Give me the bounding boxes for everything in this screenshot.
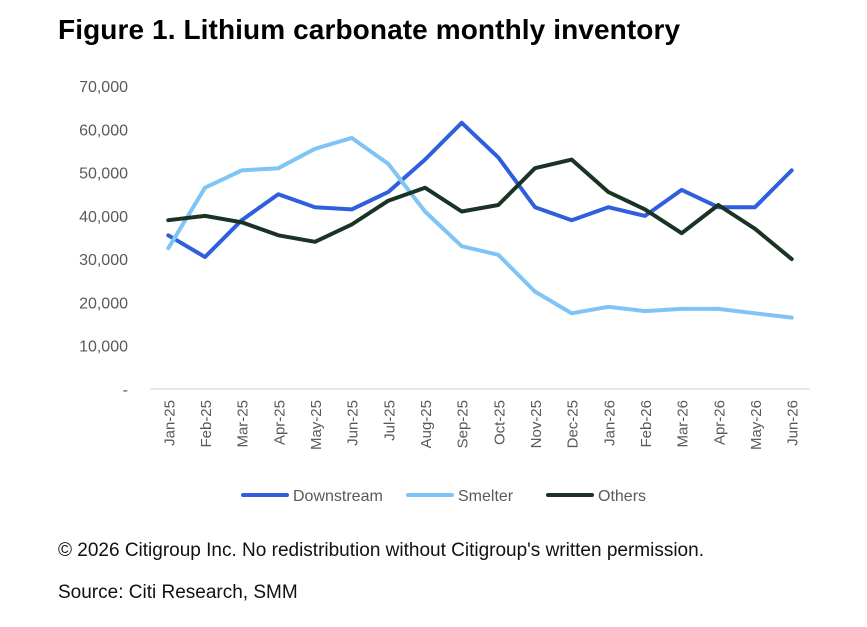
copyright-note: © 2026 Citigroup Inc. No redistribution … <box>58 540 704 561</box>
y-tick-label: 30,000 <box>79 252 128 269</box>
x-tick-label: Apr-26 <box>711 400 728 445</box>
x-tick-label: Jan-26 <box>601 400 618 446</box>
line-chart: - 10,000 20,000 30,000 40,000 50,000 60,000 70,… <box>79 79 810 505</box>
x-tick-label: Jul-25 <box>381 400 398 441</box>
series-line-smelter <box>166 135 794 320</box>
legend-label-downstream: Downstream <box>293 488 383 505</box>
y-tick-label: 20,000 <box>79 295 128 312</box>
y-tick-label: 40,000 <box>79 209 128 226</box>
x-tick-label: Feb-26 <box>638 400 655 448</box>
legend-label-smelter: Smelter <box>458 488 514 505</box>
y-axis-ticks: - 10,000 20,000 30,000 40,000 50,000 60,000 70,… <box>79 79 128 399</box>
x-tick-label: May-26 <box>748 400 765 450</box>
series-line-downstream <box>166 120 794 259</box>
chart-title: Figure 1. Lithium carbonate monthly inve… <box>58 14 681 45</box>
x-tick-label: Nov-25 <box>528 400 545 448</box>
y-tick-label: 70,000 <box>79 79 128 96</box>
y-tick-label: 50,000 <box>79 166 128 183</box>
y-tick-label: 60,000 <box>79 122 128 139</box>
x-tick-label: Dec-25 <box>565 400 582 448</box>
series-line-others <box>166 157 794 262</box>
x-tick-label: Sep-25 <box>455 400 472 448</box>
legend: Downstream Smelter Others <box>241 488 646 505</box>
x-tick-label: Jun-26 <box>785 400 802 446</box>
series-lines <box>166 120 794 320</box>
legend-label-others: Others <box>598 488 646 505</box>
x-tick-label: Jun-25 <box>345 400 362 446</box>
x-tick-label: Jan-25 <box>161 400 178 446</box>
x-axis-ticks: Jan-25 Feb-25 Mar-25 Apr-25 May-25 Jun-25 Jul-… <box>161 400 801 450</box>
x-tick-label: Oct-25 <box>491 400 508 445</box>
x-tick-label: Aug-25 <box>418 400 435 448</box>
y-tick-label: 10,000 <box>79 339 128 356</box>
y-tick-label: - <box>123 382 128 399</box>
x-tick-label: Apr-25 <box>271 400 288 445</box>
x-tick-label: Mar-25 <box>235 400 252 448</box>
x-tick-label: May-25 <box>308 400 325 450</box>
x-tick-label: Mar-26 <box>675 400 692 448</box>
source-note: Source: Citi Research, SMM <box>58 582 298 603</box>
x-tick-label: Feb-25 <box>198 400 215 448</box>
